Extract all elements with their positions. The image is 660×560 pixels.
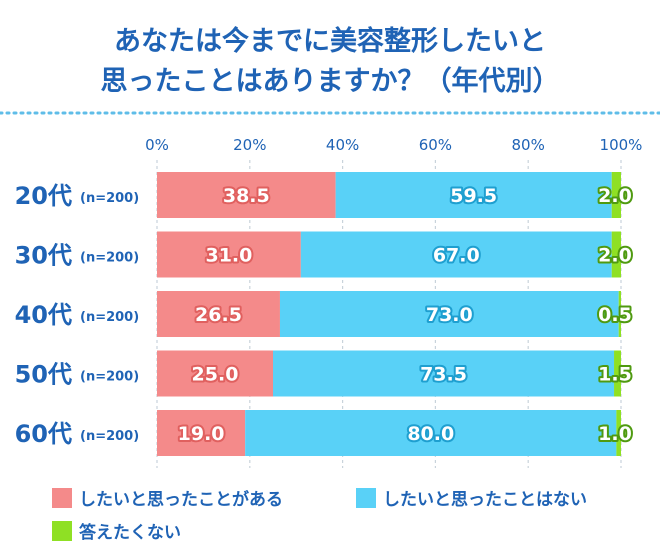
bar-segment [614, 350, 621, 397]
category-label: 50代 [15, 361, 72, 389]
x-tick-label: 20% [233, 136, 266, 154]
bar-segment [618, 291, 621, 337]
data-label: 2.0 [598, 245, 632, 267]
category-sample-size: (n=200) [80, 370, 139, 385]
category-label: 40代 [15, 301, 72, 329]
chart-title-line-1: あなたは今までに美容整形したいと [114, 25, 546, 57]
data-label: 1.0 [598, 423, 632, 445]
bar-segment [157, 231, 301, 278]
data-label: 0.5 [598, 304, 632, 326]
x-tick-label: 40% [326, 136, 359, 154]
bar-segment [300, 231, 612, 278]
bar-segment [616, 410, 621, 456]
bar-segment [611, 172, 621, 218]
data-label: 31.0 [205, 245, 252, 267]
bar-segment [279, 291, 619, 337]
category-sample-size: (n=200) [80, 310, 139, 325]
legend-label: したいと思ったことはない [383, 490, 587, 510]
legend-label: したいと思ったことがある [79, 489, 283, 510]
bar-segment [157, 350, 273, 397]
data-label: 25.0 [192, 364, 239, 386]
category-label: 20代 [15, 182, 72, 210]
x-tick-label: 80% [512, 136, 545, 154]
legend-swatch [52, 521, 72, 541]
bar-segment [245, 410, 617, 456]
chart-title-line-2: 思ったことはありますか？（年代別） [101, 65, 560, 97]
data-label: 73.5 [420, 364, 467, 386]
category-sample-size: (n=200) [80, 251, 139, 266]
legend-swatch [52, 488, 72, 508]
data-label: 73.0 [426, 304, 473, 326]
bar-segment [157, 291, 280, 337]
x-tick-label: 60% [419, 136, 452, 154]
data-label: 80.0 [407, 423, 454, 445]
data-label: 26.5 [195, 304, 242, 326]
x-tick-label: 0% [145, 136, 169, 154]
data-label: 67.0 [433, 245, 480, 267]
category-sample-size: (n=200) [80, 429, 139, 444]
bar-segment [335, 172, 612, 218]
x-tick-label: 100% [600, 136, 643, 154]
legend-swatch [356, 488, 376, 508]
category-sample-size: (n=200) [80, 191, 139, 206]
bar-segment [157, 410, 246, 456]
legend-label: 答えたくない [79, 522, 181, 543]
bar-segment [157, 172, 336, 218]
data-label: 59.5 [450, 185, 497, 207]
data-label: 19.0 [178, 423, 225, 445]
bar-segment [273, 350, 615, 397]
data-label: 38.5 [223, 185, 270, 207]
data-label: 1.5 [598, 364, 632, 386]
category-label: 30代 [15, 242, 72, 270]
category-label: 60代 [15, 420, 72, 448]
bar-segment [611, 231, 621, 278]
data-label: 2.0 [598, 185, 632, 207]
